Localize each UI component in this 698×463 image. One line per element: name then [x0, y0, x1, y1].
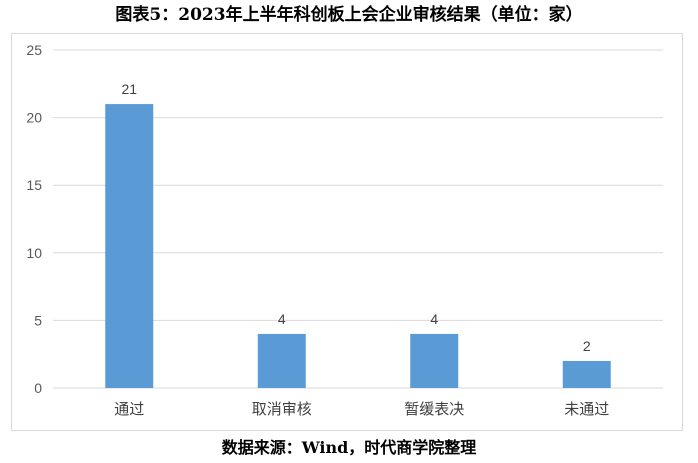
- source-note: 数据来源：Wind，时代商学院整理: [221, 438, 477, 457]
- x-tick-label: 通过: [114, 400, 144, 418]
- data-label: 21: [121, 81, 137, 97]
- bar: [257, 333, 306, 388]
- y-tick-label: 15: [26, 177, 42, 193]
- data-label: 4: [278, 311, 286, 327]
- x-tick-label: 暂缓表决: [404, 400, 464, 418]
- bar: [410, 333, 459, 388]
- x-tick-label: 未通过: [564, 400, 609, 418]
- chart-title: 图表5：2023年上半年科创板上会企业审核结果（单位：家）: [115, 5, 583, 25]
- bar: [105, 104, 154, 388]
- y-tick-label: 0: [34, 380, 42, 396]
- y-tick-label: 25: [26, 42, 42, 58]
- y-tick-label: 5: [34, 312, 42, 328]
- data-label: 4: [430, 311, 438, 327]
- y-tick-label: 20: [26, 110, 42, 126]
- data-label: 2: [583, 338, 591, 354]
- y-tick-label: 10: [26, 245, 42, 261]
- bar: [562, 360, 611, 388]
- x-tick-label: 取消审核: [252, 400, 312, 418]
